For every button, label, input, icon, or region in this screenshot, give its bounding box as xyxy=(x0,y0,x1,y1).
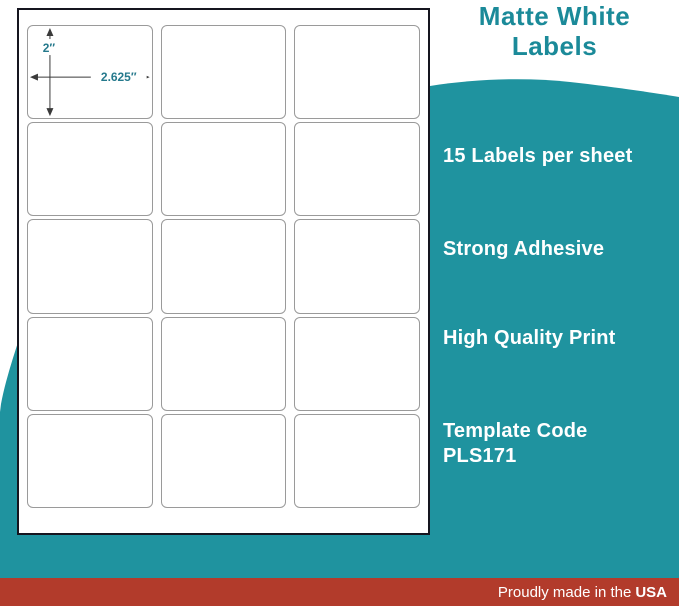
teal-bottom-swoosh-shape xyxy=(0,336,430,606)
product-title: Matte White Labels xyxy=(430,0,679,61)
label-height-value: 2″ xyxy=(43,41,56,55)
feature-text: 15 Labels per sheet xyxy=(443,145,633,167)
teal-right-panel-shape xyxy=(430,79,679,606)
label-sheet: 2″ 2.625″ xyxy=(17,8,430,535)
label-cell xyxy=(294,316,420,411)
label-cell xyxy=(294,122,420,217)
feature-text: Template Code xyxy=(443,420,588,442)
label-cell xyxy=(160,413,287,508)
product-title-line2: Labels xyxy=(511,31,598,61)
feature-text: High Quality Print xyxy=(443,327,616,349)
label-cell xyxy=(160,219,287,314)
label-grid: 2″ 2.625″ xyxy=(27,25,420,508)
product-title-line1: Matte White xyxy=(478,1,631,31)
feature-text: Strong Adhesive xyxy=(443,238,605,260)
height-label-backing xyxy=(38,39,60,56)
label-cell xyxy=(160,25,287,120)
width-label-backing xyxy=(90,68,147,86)
label-cell-with-dimensions: 2″ 2.625″ xyxy=(27,25,153,120)
label-cell xyxy=(294,219,420,314)
banner-text-bold: USA xyxy=(635,583,667,601)
feature-code-value: PLS171 xyxy=(443,445,517,467)
label-cell xyxy=(27,316,153,411)
label-cell xyxy=(27,413,153,508)
label-cell xyxy=(294,413,420,508)
label-cell xyxy=(160,316,287,411)
label-cell xyxy=(27,219,153,314)
feature-strong-adhesive: Strong Adhesive xyxy=(443,237,673,262)
feature-template-code: Template Code PLS171 xyxy=(443,419,673,469)
label-cell xyxy=(294,25,420,120)
made-in-usa-banner: Proudly made in the USA xyxy=(0,578,679,606)
banner-text: Proudly made in the xyxy=(497,583,632,601)
feature-high-quality-print: High Quality Print xyxy=(443,326,673,351)
label-width-value: 2.625″ xyxy=(101,70,137,84)
label-cell xyxy=(27,122,153,217)
label-cell xyxy=(160,122,287,217)
dimension-arrows: 2″ 2.625″ xyxy=(29,28,150,117)
feature-labels-per-sheet: 15 Labels per sheet xyxy=(443,144,673,169)
